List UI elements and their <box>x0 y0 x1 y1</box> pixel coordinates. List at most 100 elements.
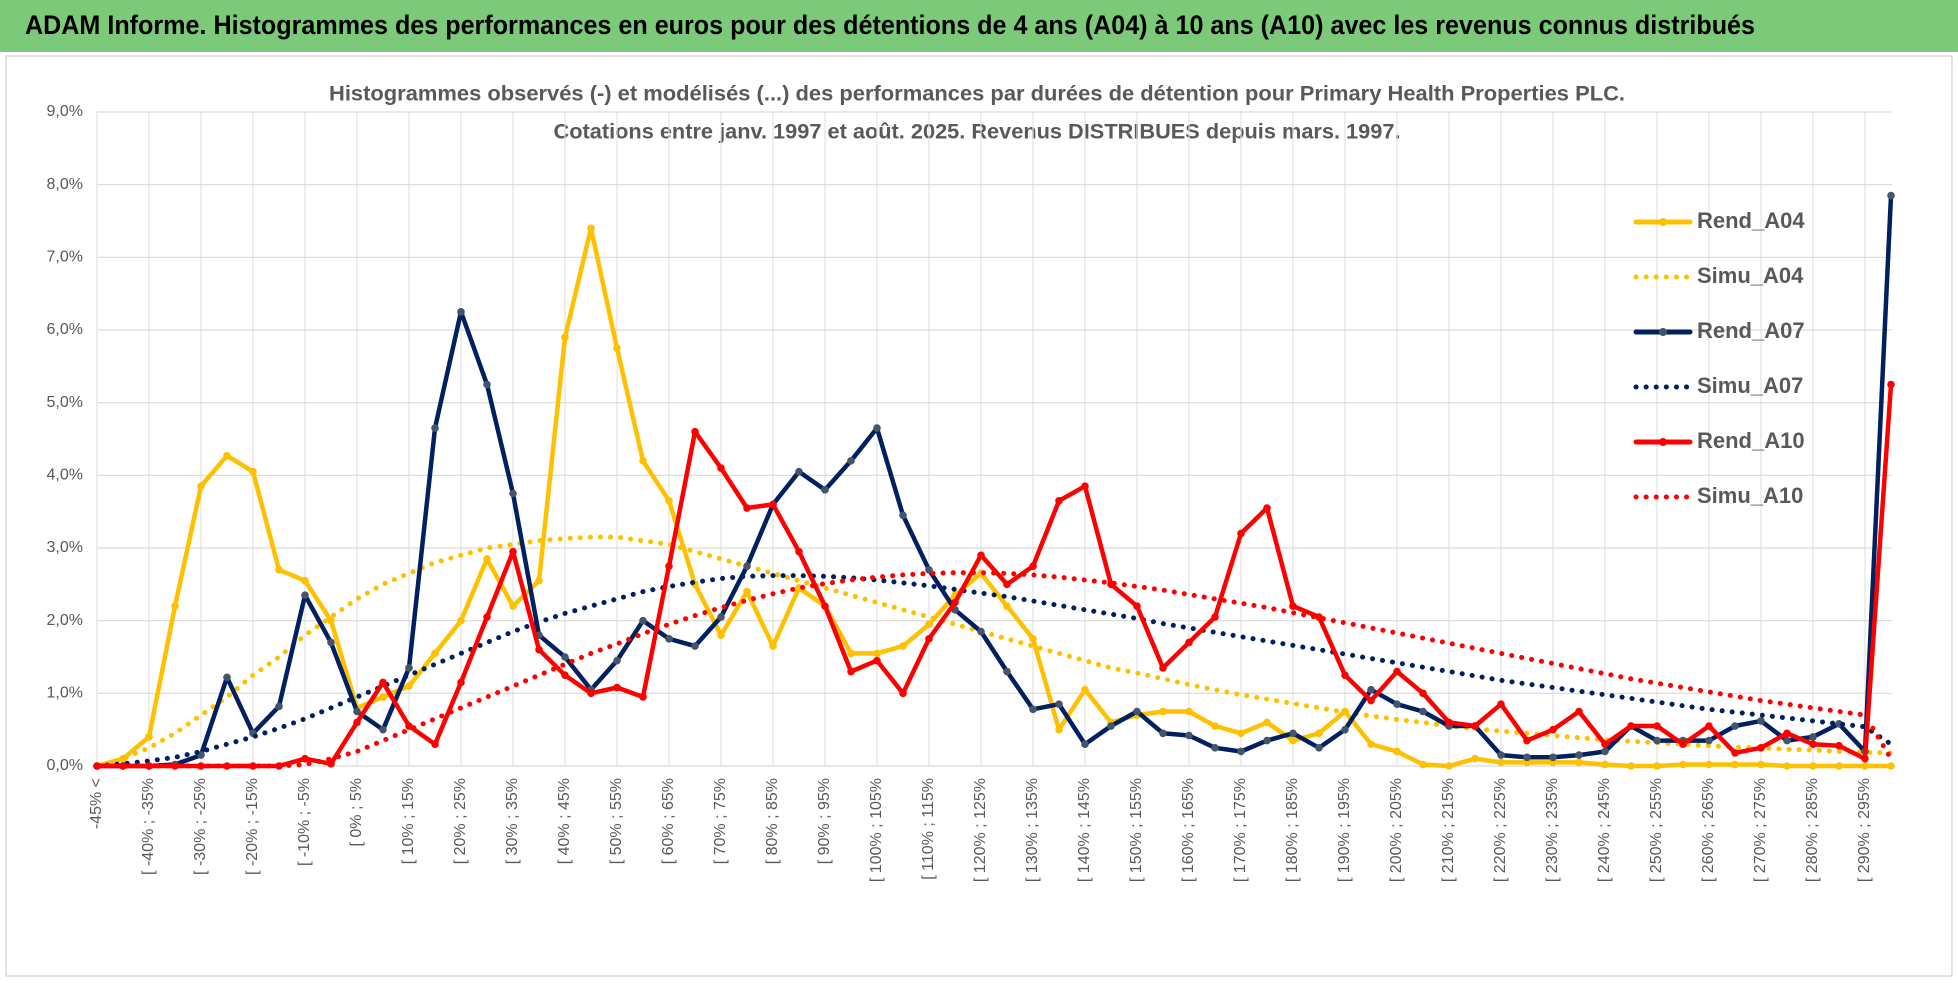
y-tick-label: 2,0% <box>47 612 83 629</box>
data-point <box>847 457 855 465</box>
legend-label: Simu_A04 <box>1697 263 1804 288</box>
x-tick-label: [ 130% ; 135% <box>1024 778 1041 882</box>
data-point <box>483 380 491 389</box>
data-point <box>457 616 465 625</box>
data-point <box>899 642 907 650</box>
data-point <box>1263 736 1271 745</box>
data-point <box>1367 696 1375 705</box>
x-tick-label: [ 190% ; 195% <box>1336 778 1353 882</box>
data-point <box>1601 740 1609 748</box>
data-point <box>1549 725 1557 734</box>
data-point <box>613 656 621 665</box>
data-point <box>1627 762 1635 770</box>
data-point <box>249 762 257 770</box>
data-point <box>535 645 543 654</box>
data-point <box>1731 749 1739 757</box>
data-point <box>223 451 231 460</box>
y-tick-label: 3,0% <box>47 539 83 556</box>
data-point <box>1367 685 1375 694</box>
y-tick-label: 0,0% <box>47 757 83 774</box>
data-point <box>743 562 751 570</box>
x-tick-label: [ 220% ; 225% <box>1492 778 1509 882</box>
data-point <box>301 591 309 600</box>
observed-line <box>94 382 1894 769</box>
data-point <box>1029 705 1037 714</box>
data-point <box>1575 758 1583 767</box>
x-tick-label: [ -30% ; -25% <box>192 778 209 875</box>
data-point <box>1705 760 1713 769</box>
legend-label: Rend_A10 <box>1697 428 1805 453</box>
data-point <box>327 760 335 768</box>
data-point <box>769 642 777 650</box>
y-tick-label: 1,0% <box>47 685 83 702</box>
data-point <box>1757 760 1765 769</box>
data-point <box>379 693 387 701</box>
x-tick-label: [ 80% ; 85% <box>764 778 781 864</box>
data-point <box>1471 722 1479 730</box>
legend-marker <box>1659 438 1667 446</box>
x-tick-label: [ 150% ; 155% <box>1128 778 1145 882</box>
x-tick-label: [ 60% ; 65% <box>660 778 677 864</box>
data-point <box>1185 638 1193 647</box>
data-point <box>1211 613 1219 621</box>
data-point <box>1341 671 1349 679</box>
model-line <box>94 570 1894 769</box>
data-point <box>1523 753 1531 762</box>
data-point <box>1419 760 1427 769</box>
data-point <box>1211 722 1219 730</box>
data-point <box>639 693 647 701</box>
x-tick-label: [ 140% ; 145% <box>1076 778 1093 882</box>
data-point <box>1003 667 1011 676</box>
x-tick-label: [ 290% ; 295% <box>1856 778 1873 882</box>
data-point <box>1861 762 1869 770</box>
data-point <box>1497 758 1505 767</box>
data-point <box>613 683 621 692</box>
data-point <box>1783 736 1791 745</box>
data-point <box>1003 580 1011 589</box>
data-point <box>1653 762 1661 770</box>
data-point <box>1731 722 1739 730</box>
y-tick-label: 9,0% <box>47 103 83 120</box>
data-point <box>1419 689 1427 698</box>
data-point <box>1809 762 1817 770</box>
data-point <box>1653 736 1661 745</box>
data-point <box>1471 754 1479 763</box>
data-point <box>1523 736 1531 745</box>
data-point <box>743 587 751 596</box>
data-point <box>1055 700 1063 709</box>
data-point <box>1497 751 1505 759</box>
data-point <box>1185 707 1193 716</box>
x-tick-label: [ 260% ; 265% <box>1700 778 1717 882</box>
data-point <box>1081 685 1089 694</box>
data-point <box>1757 717 1765 725</box>
data-point <box>431 649 439 658</box>
data-point <box>1237 747 1245 756</box>
data-point <box>847 649 855 658</box>
data-point <box>1549 753 1557 762</box>
data-point <box>1159 707 1167 716</box>
x-tick-label: [ 250% ; 255% <box>1648 778 1665 882</box>
data-point <box>795 467 803 476</box>
data-point <box>509 489 517 498</box>
data-point <box>379 678 387 687</box>
data-point <box>431 740 439 748</box>
data-point <box>1159 729 1167 738</box>
data-point <box>1055 725 1063 734</box>
data-point <box>665 635 673 643</box>
data-point <box>457 678 465 687</box>
data-point <box>925 566 933 574</box>
data-point <box>353 718 361 727</box>
y-tick-label: 7,0% <box>47 249 83 266</box>
data-point <box>1783 762 1791 770</box>
data-point <box>1835 762 1843 770</box>
model-line <box>94 534 1894 769</box>
data-point <box>1887 380 1895 389</box>
data-point <box>1679 760 1687 769</box>
data-point <box>327 616 335 625</box>
data-point <box>717 613 725 621</box>
x-tick-label: [ 70% ; 75% <box>712 778 729 864</box>
x-tick-label: [ 210% ; 215% <box>1440 778 1457 882</box>
data-point <box>405 664 413 672</box>
data-point <box>1393 700 1401 709</box>
